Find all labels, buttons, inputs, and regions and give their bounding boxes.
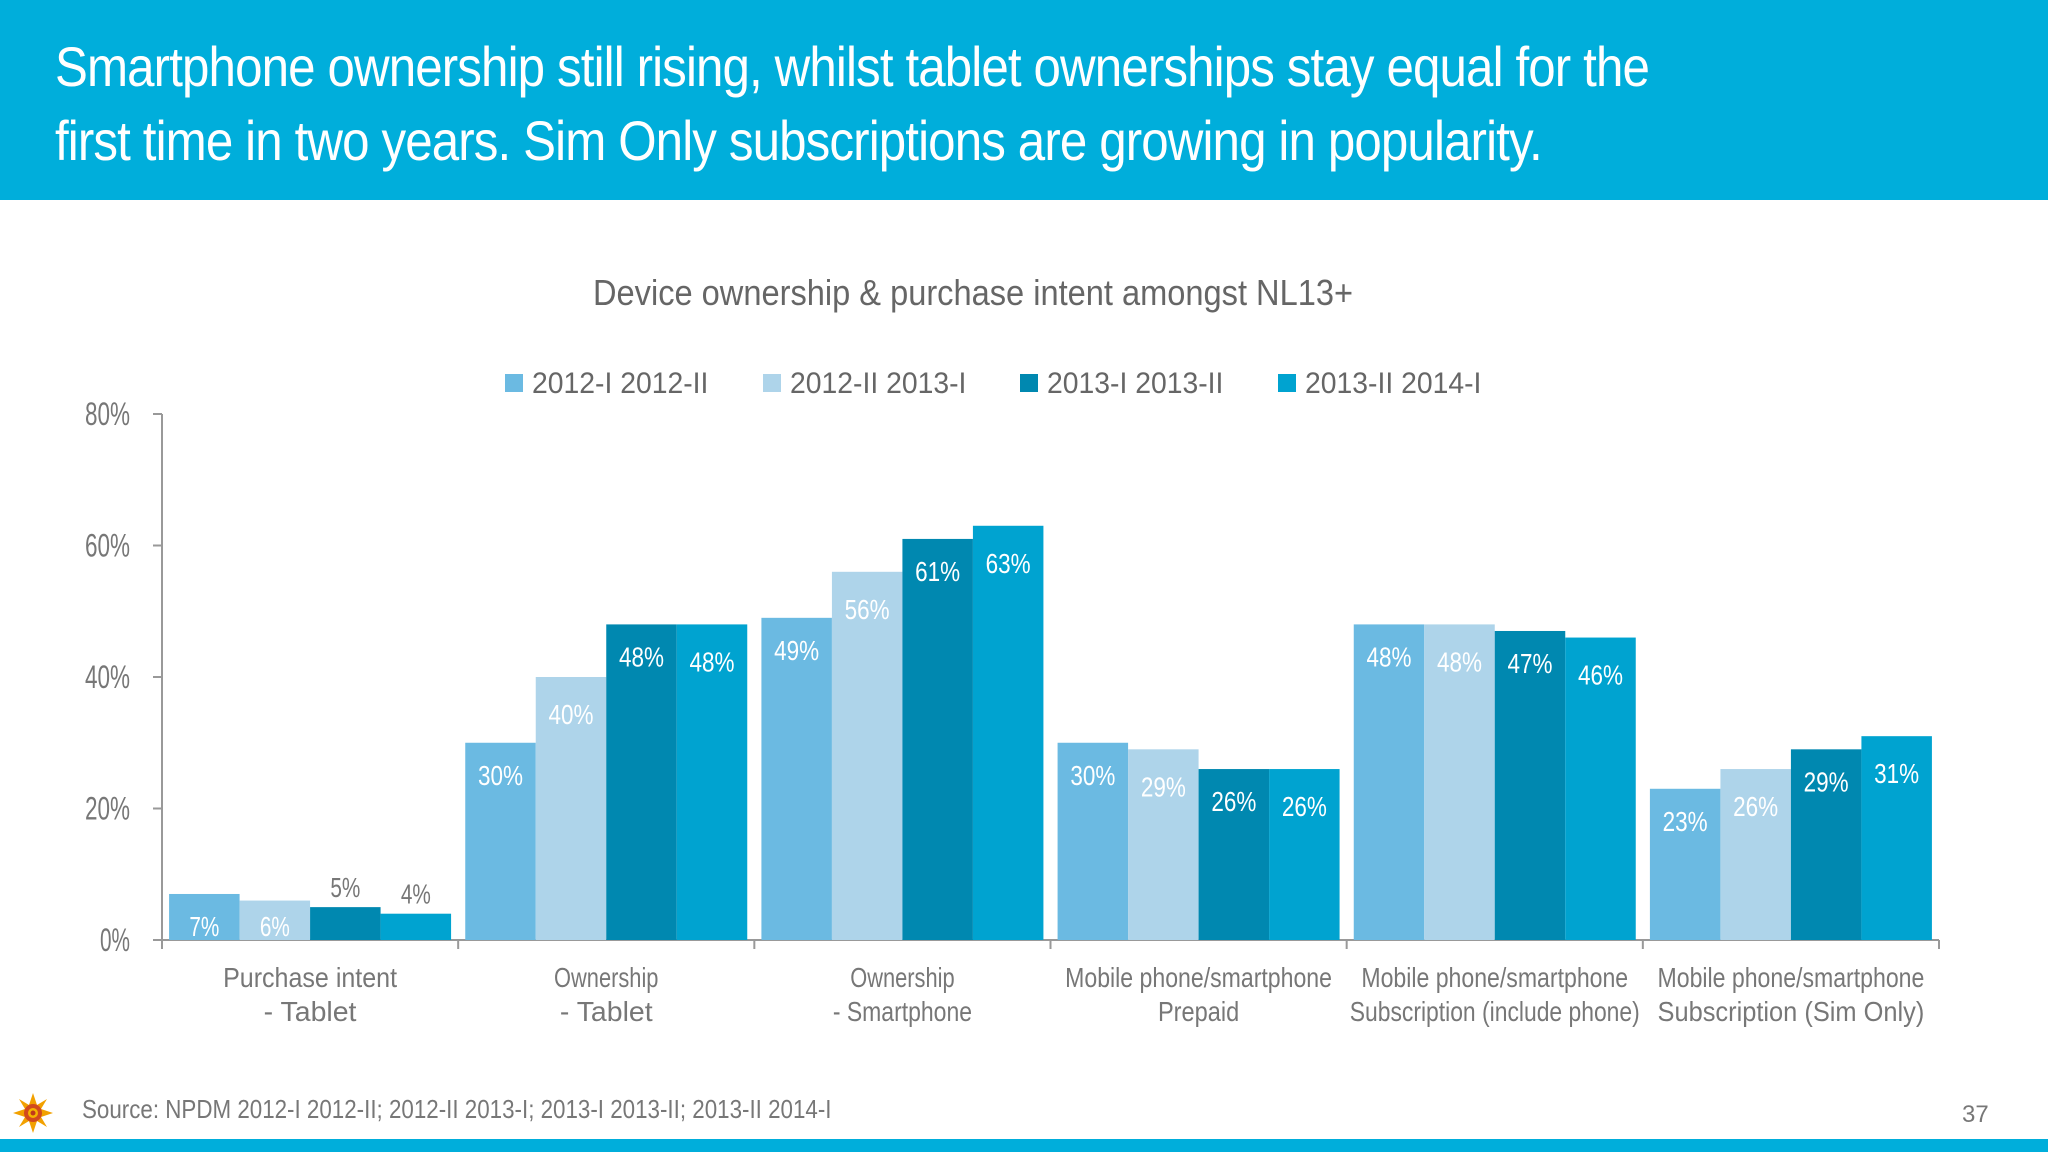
- bar: [1790, 749, 1862, 940]
- category-label: - Tablet: [560, 996, 653, 1027]
- data-label: 7%: [189, 911, 219, 942]
- chart-title: Device ownership & purchase intent among…: [593, 272, 1353, 313]
- data-label: 48%: [1367, 641, 1412, 672]
- bar: [1424, 624, 1495, 940]
- y-tick-label: 60%: [85, 528, 130, 564]
- y-tick-label: 0%: [100, 922, 130, 958]
- category-label: Mobile phone/smartphone: [1658, 962, 1925, 993]
- source-note: Source: NPDM 2012-I 2012-II; 2012-II 201…: [82, 1094, 832, 1124]
- header-banner: Smartphone ownership still rising, whils…: [0, 0, 2048, 200]
- sun-logo-icon: [13, 1093, 53, 1133]
- legend-label: 2013-I 2013-II: [1047, 367, 1223, 400]
- bar: [1649, 788, 1721, 940]
- bar: [676, 624, 748, 940]
- data-label: 46%: [1578, 660, 1623, 691]
- category-label: Purchase intent: [223, 962, 397, 993]
- data-label: 40%: [549, 699, 594, 730]
- bar: [1198, 769, 1270, 940]
- bar: [606, 624, 677, 940]
- bar: [1057, 742, 1129, 940]
- data-label: 26%: [1282, 791, 1327, 822]
- bar: [1269, 769, 1340, 940]
- bar: [902, 538, 973, 940]
- bar-chart: Device ownership & purchase intent among…: [85, 272, 1940, 1027]
- bar: [535, 677, 607, 940]
- bar: [761, 617, 832, 940]
- page-number: 37: [1962, 1101, 1989, 1128]
- data-label: 56%: [845, 594, 890, 625]
- footer-bar: [0, 1139, 2048, 1152]
- data-label: 29%: [1141, 771, 1186, 802]
- data-label: 49%: [774, 635, 819, 666]
- data-label: 63%: [986, 548, 1031, 579]
- data-label: 31%: [1874, 758, 1919, 789]
- bar: [380, 913, 452, 940]
- y-tick-label: 80%: [85, 396, 130, 432]
- legend-swatch: [505, 374, 523, 392]
- bar: [1565, 637, 1636, 940]
- category-label: Mobile phone/smartphone: [1361, 962, 1628, 993]
- legend-swatch: [1278, 374, 1296, 392]
- bar: [169, 893, 240, 940]
- data-label: 30%: [1070, 760, 1115, 791]
- data-label: 48%: [619, 641, 664, 672]
- data-label: 29%: [1804, 766, 1849, 797]
- category-label: - Tablet: [264, 996, 357, 1027]
- data-label: 6%: [260, 911, 290, 942]
- legend-label: 2012-II 2013-I: [790, 367, 966, 400]
- category-label: Ownership: [554, 962, 658, 993]
- data-label: 47%: [1508, 648, 1553, 679]
- legend-label: 2012-I 2012-II: [532, 367, 708, 400]
- bar: [831, 571, 903, 940]
- bar: [1128, 749, 1199, 940]
- headline: Smartphone ownership still rising, whils…: [55, 35, 1650, 172]
- data-label: 5%: [330, 872, 360, 903]
- bar: [1861, 736, 1932, 940]
- category-label: - Smartphone: [833, 996, 972, 1027]
- legend-swatch: [763, 374, 781, 392]
- bar: [1720, 769, 1791, 940]
- legend-label: 2013-II 2014-I: [1305, 367, 1481, 400]
- bar: [465, 742, 536, 940]
- bar: [239, 900, 311, 940]
- bar: [1494, 630, 1566, 940]
- category-label: Ownership: [850, 962, 954, 993]
- data-label: 48%: [690, 646, 735, 677]
- category-label: Subscription (include phone): [1350, 996, 1640, 1027]
- category-label: Mobile phone/smartphone: [1065, 962, 1332, 993]
- bar: [310, 907, 381, 940]
- category-label: Subscription (Sim Only): [1658, 996, 1925, 1027]
- data-label: 26%: [1733, 791, 1778, 822]
- legend-swatch: [1020, 374, 1038, 392]
- data-label: 48%: [1437, 646, 1482, 677]
- data-label: 23%: [1663, 806, 1708, 837]
- data-label: 4%: [401, 879, 431, 910]
- y-tick-label: 40%: [85, 659, 130, 695]
- data-label: 61%: [915, 556, 960, 587]
- category-label: Prepaid: [1158, 996, 1239, 1027]
- data-label: 30%: [478, 760, 523, 791]
- bar: [1353, 624, 1425, 940]
- y-tick-label: 20%: [85, 791, 130, 827]
- bar: [972, 525, 1044, 940]
- data-label: 26%: [1211, 786, 1256, 817]
